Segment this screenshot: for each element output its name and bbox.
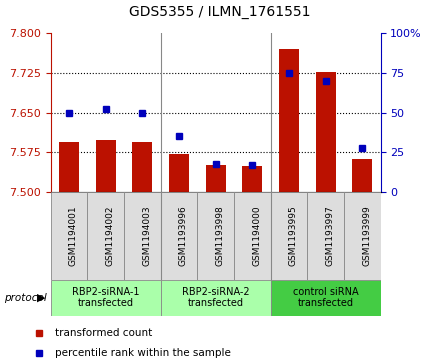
Bar (242, 166, 262, 192)
Text: GSM1194003: GSM1194003 (142, 205, 151, 266)
Text: GSM1194001: GSM1194001 (69, 205, 78, 266)
FancyBboxPatch shape (161, 280, 271, 316)
Text: GSM1193999: GSM1193999 (362, 205, 371, 266)
FancyBboxPatch shape (344, 192, 381, 280)
Bar (95, 140, 116, 192)
Bar (132, 142, 152, 192)
FancyBboxPatch shape (124, 192, 161, 280)
Text: percentile rank within the sample: percentile rank within the sample (55, 348, 231, 358)
Text: GSM1193996: GSM1193996 (179, 205, 188, 266)
Text: RBP2-siRNA-1
transfected: RBP2-siRNA-1 transfected (72, 287, 139, 309)
Text: GSM1193995: GSM1193995 (289, 205, 298, 266)
FancyBboxPatch shape (161, 192, 197, 280)
Bar (315, 72, 336, 192)
Bar (169, 154, 189, 192)
Text: GSM1194000: GSM1194000 (252, 205, 261, 266)
FancyBboxPatch shape (197, 192, 234, 280)
FancyBboxPatch shape (234, 192, 271, 280)
Text: RBP2-siRNA-2
transfected: RBP2-siRNA-2 transfected (182, 287, 249, 309)
Bar (279, 49, 299, 192)
Bar (59, 142, 79, 192)
FancyBboxPatch shape (307, 192, 344, 280)
Bar (352, 159, 372, 192)
FancyBboxPatch shape (51, 192, 87, 280)
Text: control siRNA
transfected: control siRNA transfected (293, 287, 359, 309)
Text: GSM1193997: GSM1193997 (326, 205, 334, 266)
Bar (205, 165, 226, 192)
Text: GSM1193998: GSM1193998 (216, 205, 224, 266)
FancyBboxPatch shape (271, 192, 307, 280)
Text: protocol: protocol (4, 293, 47, 303)
FancyBboxPatch shape (271, 280, 381, 316)
Text: ▶: ▶ (37, 293, 46, 303)
Text: GDS5355 / ILMN_1761551: GDS5355 / ILMN_1761551 (129, 5, 311, 20)
Text: GSM1194002: GSM1194002 (106, 205, 114, 266)
Text: transformed count: transformed count (55, 328, 152, 338)
FancyBboxPatch shape (51, 280, 161, 316)
FancyBboxPatch shape (87, 192, 124, 280)
